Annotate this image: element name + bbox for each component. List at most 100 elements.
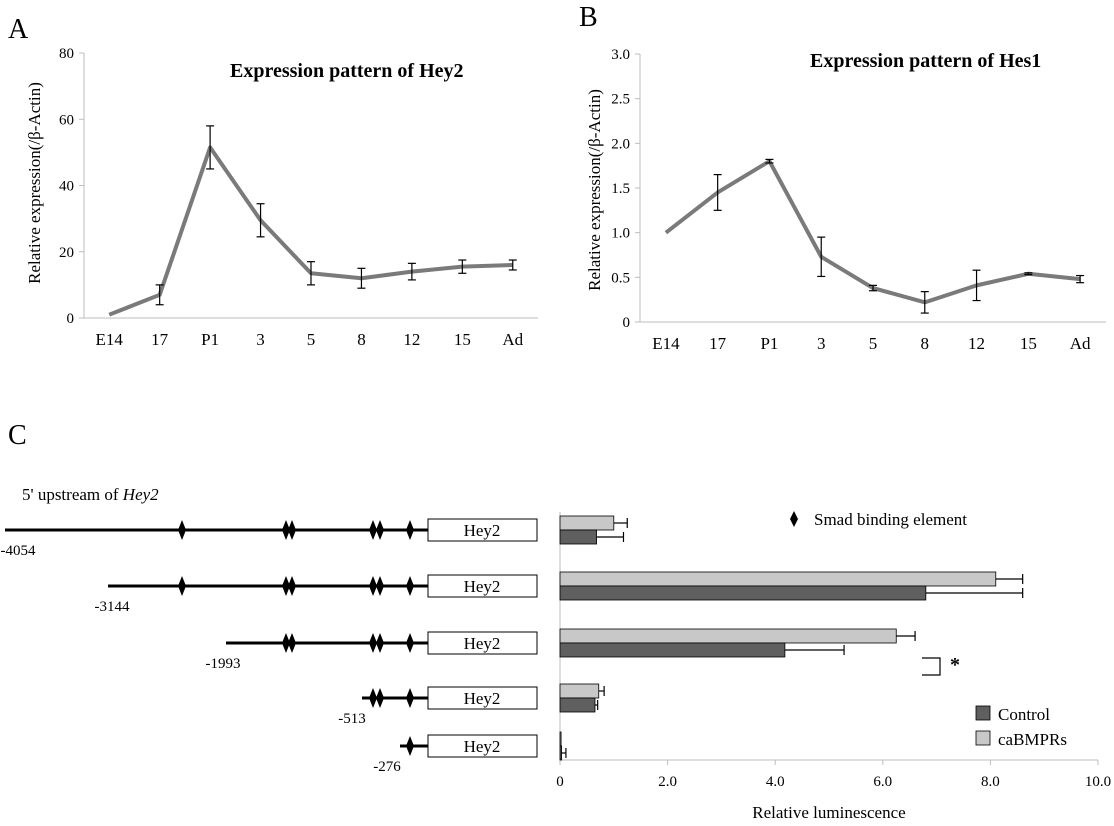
control-bar-group — [559, 529, 625, 545]
x-tick-label: Ad — [502, 330, 523, 349]
error-bar — [869, 284, 877, 292]
hey2-gene-box — [427, 518, 538, 542]
cabmprs-bar-group — [559, 571, 1024, 587]
error-bar — [508, 259, 517, 271]
smad-binding-element-icon — [406, 688, 414, 708]
error-bar — [357, 267, 366, 289]
smad-binding-element-icon — [178, 576, 186, 596]
panel-c-label: C — [8, 420, 27, 451]
smad-binding-element-icon — [369, 520, 377, 540]
cabmprs-bar-group — [559, 628, 916, 644]
control-bar — [559, 529, 597, 545]
smad-binding-element-icon — [369, 576, 377, 596]
control-legend-swatch — [975, 705, 991, 721]
hey2-gene-label: Hey2 — [464, 737, 501, 756]
series-legend: Control caBMPRs — [975, 705, 1067, 749]
smad-binding-element-icon — [406, 520, 414, 540]
hey2-gene-box — [427, 686, 538, 710]
series-line — [664, 159, 1081, 305]
control-bar-group — [559, 585, 1024, 601]
x-tick-label: 2.0 — [658, 774, 677, 790]
control-bar — [559, 585, 927, 601]
hey2-gene-label: Hey2 — [464, 689, 501, 708]
luminescence-x-axis-label: Relative luminescence — [752, 803, 905, 822]
hey2-chart-title: Expression pattern of Hey2 — [230, 60, 464, 82]
cabmprs-bar — [559, 628, 897, 644]
luciferase-chart: 5' upstream of Hey2 Hey2-4054Hey2-3144He… — [1, 485, 1112, 822]
smad-legend-label: Smad binding element — [814, 510, 967, 529]
control-legend-label: Control — [998, 705, 1050, 724]
x-tick-label: 12 — [403, 330, 420, 349]
error-bar — [920, 291, 929, 314]
x-tick-label: E14 — [96, 330, 124, 349]
x-tick-label: Ad — [1070, 334, 1091, 353]
y-tick-label: 20 — [59, 245, 74, 261]
x-tick-label: 8 — [921, 334, 930, 353]
hey2-expression-chart: Expression pattern of Hey2 Relative expr… — [25, 46, 538, 349]
y-tick-label: 2.0 — [611, 136, 630, 152]
panel-a-label: A — [8, 14, 29, 45]
y-tick-label: 0 — [67, 311, 75, 327]
construct-row: Hey2 -1993 — [206, 631, 538, 672]
bracket-line — [922, 657, 941, 676]
construct-row: Hey2 -3144 — [95, 574, 538, 615]
hey2-gene-label: Hey2 — [464, 577, 501, 596]
error-bar — [155, 284, 164, 306]
control-bar-group — [559, 745, 567, 761]
smad-binding-element-icon — [406, 576, 414, 596]
luminescence-bars: 0 2.0 4.0 6.0 8.0 10.0 * — [556, 512, 1111, 790]
control-bar — [559, 697, 596, 713]
smad-legend: Smad binding element — [790, 510, 967, 529]
cabmprs-bar — [559, 731, 562, 747]
x-tick-label: E14 — [652, 334, 680, 353]
promoter-constructs: Hey2 -4054 Hey2 -3144 Hey2 -1993 Hey2 -513 Hey2 -… — [1, 518, 538, 775]
hey2-gene-label: Hey2 — [464, 634, 501, 653]
smad-binding-element-icon — [282, 520, 290, 540]
x-tick-label: 12 — [968, 334, 985, 353]
smad-binding-element-icon — [288, 576, 296, 596]
error-bar — [972, 269, 981, 302]
x-tick-label: 8 — [357, 330, 366, 349]
construct-row: Hey2 -4054 — [1, 518, 538, 559]
control-bar-group — [559, 697, 599, 713]
x-tick-label: P1 — [201, 330, 219, 349]
smad-binding-element-icon — [178, 520, 186, 540]
y-tick-label: 3.0 — [611, 47, 630, 63]
x-tick-label: 10.0 — [1085, 774, 1111, 790]
smad-binding-element-icon — [369, 688, 377, 708]
x-tick-label: 8.0 — [981, 774, 1000, 790]
y-tick-label: 2.5 — [611, 92, 630, 108]
x-tick-label: 15 — [454, 330, 471, 349]
x-tick-label: 15 — [1020, 334, 1037, 353]
control-bar — [559, 642, 786, 658]
error-bar — [1024, 272, 1033, 276]
error-bar — [817, 236, 826, 278]
error-bar — [407, 262, 416, 281]
cabmprs-legend-swatch — [975, 730, 991, 746]
hey2-y-axis-label: Relative expression(/β-Actin) — [25, 82, 44, 284]
x-tick-label: 3 — [817, 334, 826, 353]
y-tick-label: 1.0 — [611, 226, 630, 242]
x-tick-label: 17 — [151, 330, 169, 349]
smad-binding-element-icon — [282, 633, 290, 653]
y-tick-label: 60 — [59, 112, 74, 128]
smad-binding-element-icon — [369, 633, 377, 653]
hey2-gene-box — [427, 574, 538, 598]
series-line — [108, 145, 513, 317]
x-tick-label: 3 — [256, 330, 265, 349]
y-tick-label: 0.5 — [611, 270, 630, 286]
x-tick-label: 6.0 — [873, 774, 892, 790]
hes1-chart-title: Expression pattern of Hes1 — [810, 50, 1041, 72]
smad-binding-element-icon — [376, 576, 384, 596]
hey2-gene-box — [427, 734, 538, 758]
smad-binding-element-icon — [376, 520, 384, 540]
error-bar — [1076, 274, 1085, 284]
smad-binding-element-icon — [282, 576, 290, 596]
y-tick-label: 80 — [59, 46, 74, 62]
significance-bracket: * — [922, 654, 960, 676]
cabmprs-bar-group — [559, 515, 628, 531]
hey2-gene-label: Hey2 — [464, 521, 501, 540]
control-bar-group — [559, 642, 845, 658]
construct-row: Hey2 -276 — [373, 734, 538, 775]
